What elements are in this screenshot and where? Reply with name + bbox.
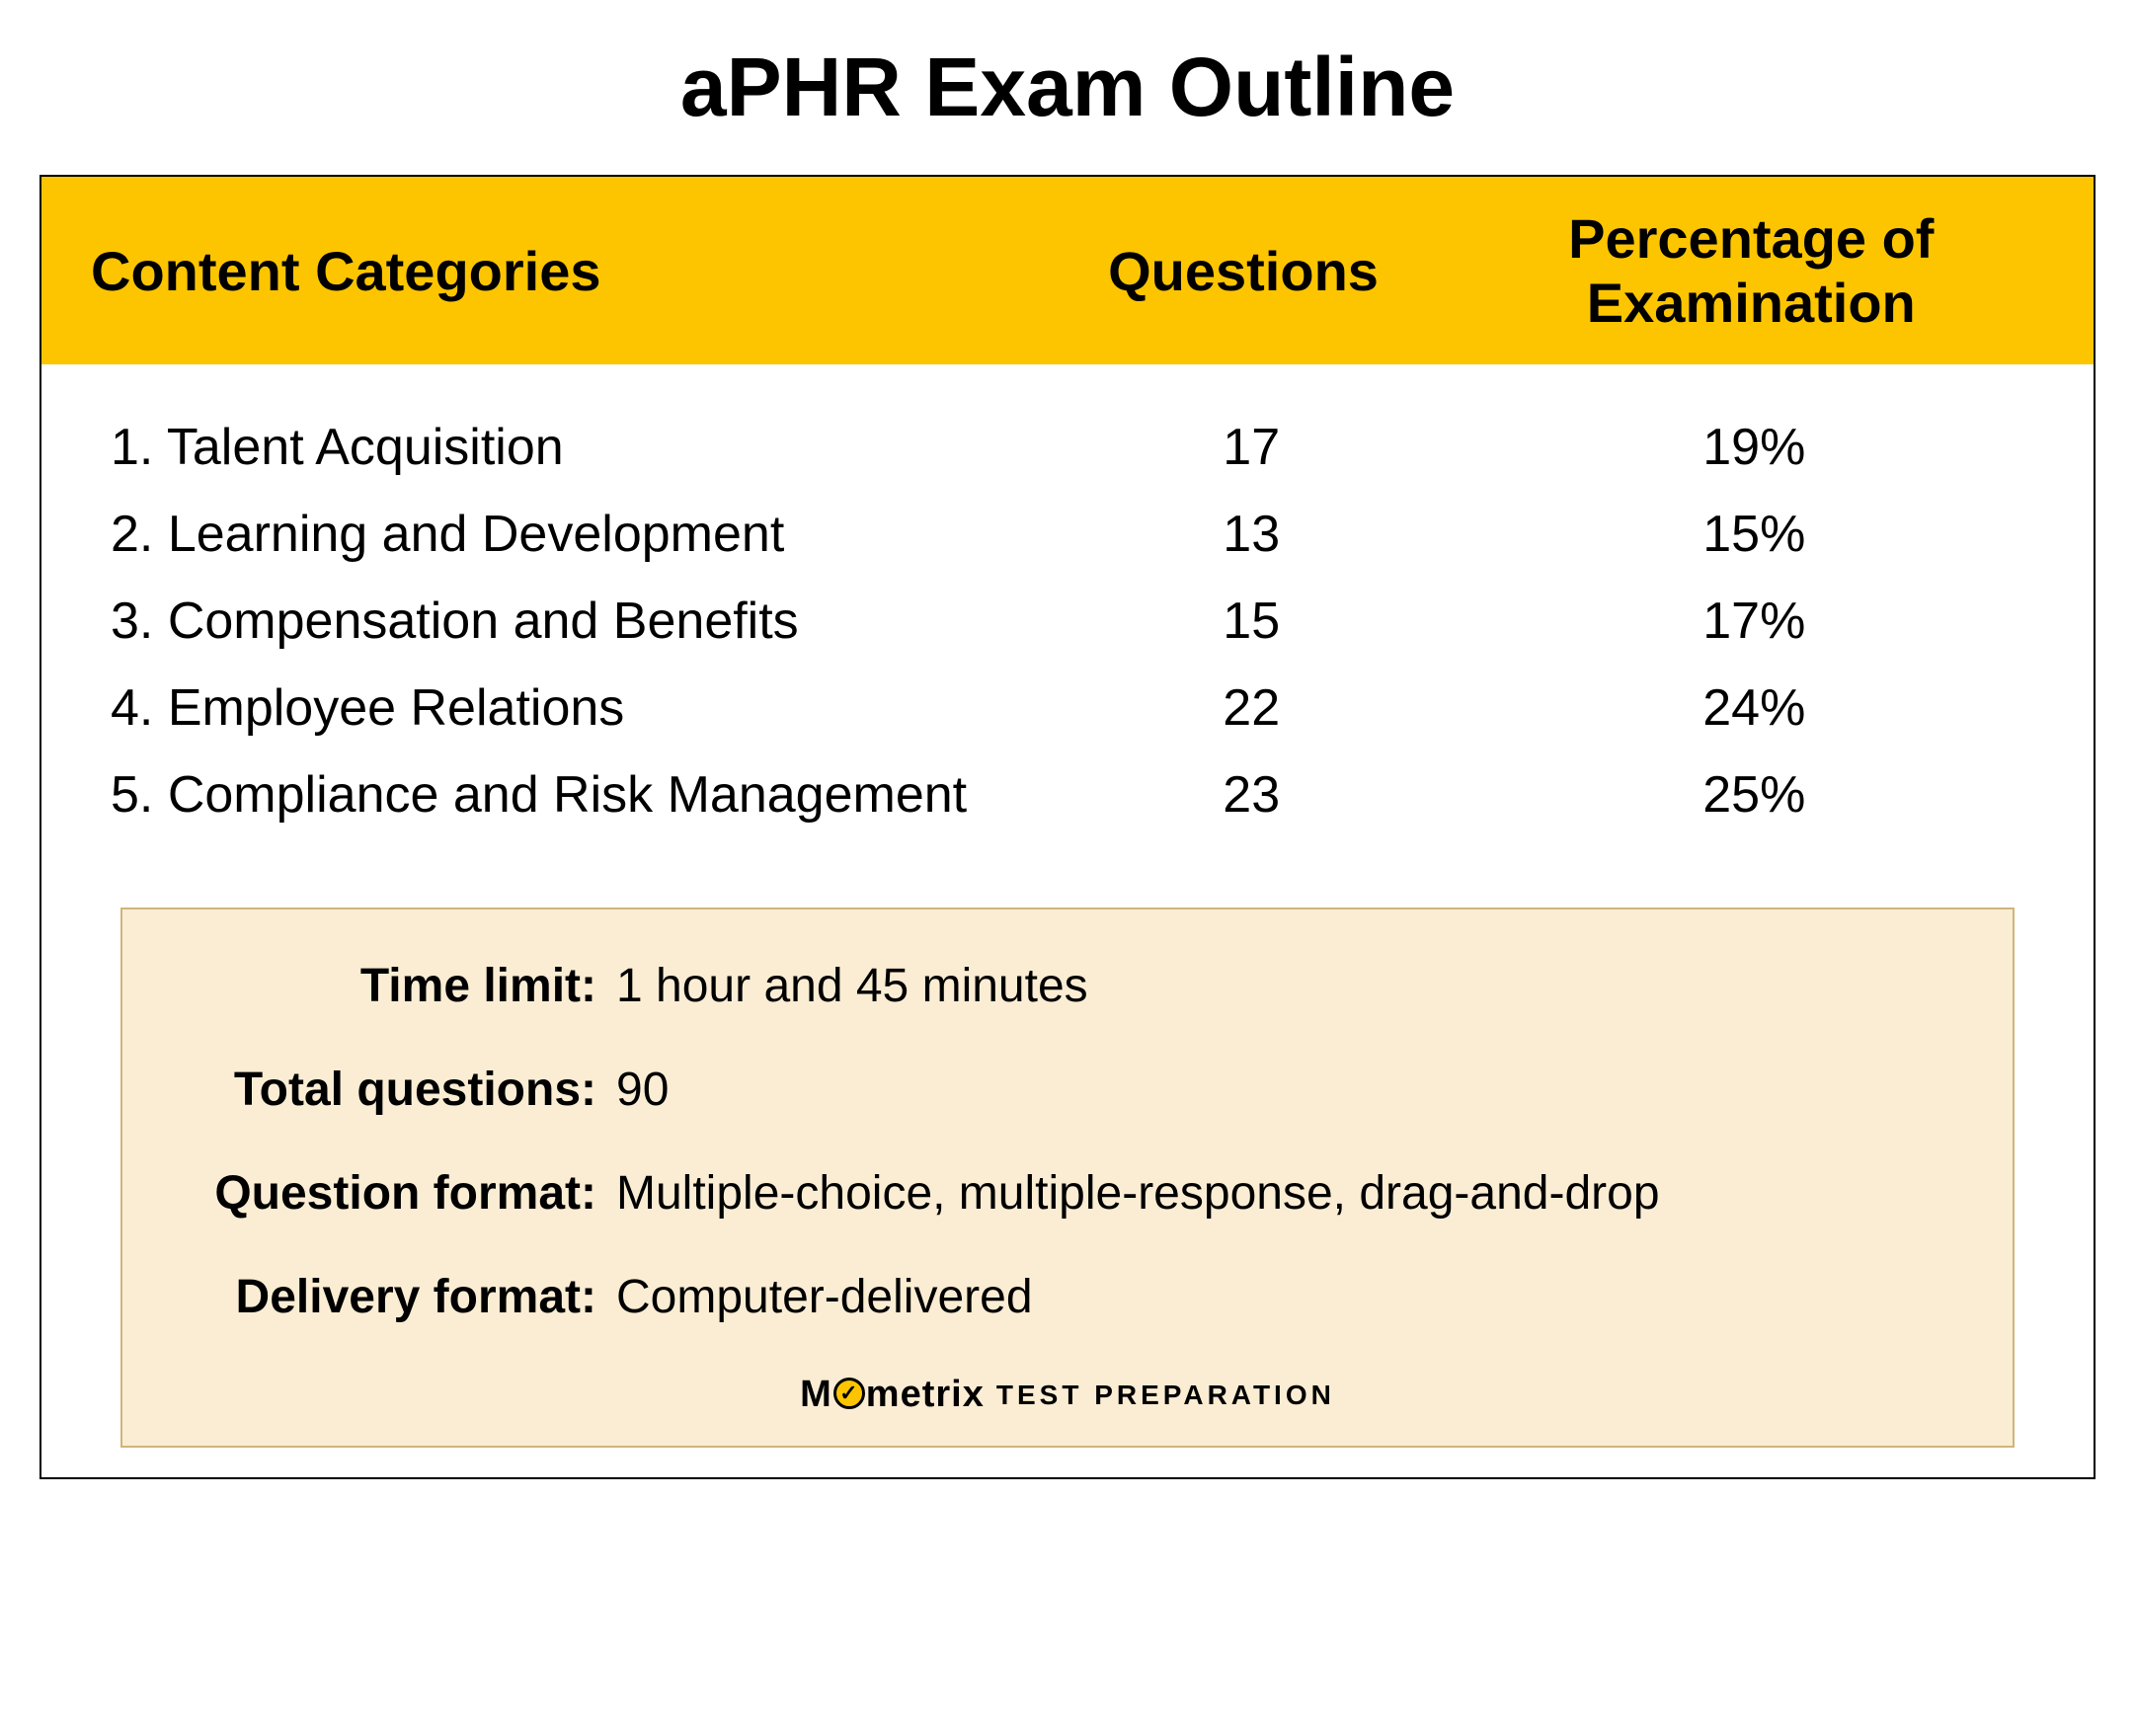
info-row: Time limit: 1 hour and 45 minutes [182, 959, 1953, 1013]
info-value-dformat: Computer-delivered [616, 1270, 1033, 1324]
mometrix-logo: M✓metrix TEST PREPARATION [800, 1374, 1335, 1416]
check-icon: ✓ [833, 1378, 865, 1409]
row-category: Talent Acquisition [167, 419, 564, 476]
info-row: Delivery format: Computer-delivered [182, 1270, 1953, 1324]
questions-cell: 23 [1039, 765, 1464, 825]
logo-tag: TEST PREPARATION [996, 1380, 1335, 1411]
info-label-total: Total questions: [182, 1063, 616, 1117]
logo-brand-prefix: M [800, 1374, 832, 1416]
info-value-qformat: Multiple-choice, multiple-response, drag… [616, 1166, 1660, 1221]
col-header-percentage: Percentage of Examination [1459, 206, 2044, 335]
questions-cell: 13 [1039, 505, 1464, 564]
row-num: 5. [111, 766, 153, 824]
row-category: Compensation and Benefits [168, 592, 799, 650]
questions-cell: 17 [1039, 418, 1464, 477]
table-row: 1. Talent Acquisition 17 19% [111, 404, 2044, 491]
category-cell: 2. Learning and Development [111, 505, 1039, 564]
info-label-time: Time limit: [182, 959, 616, 1013]
info-value-time: 1 hour and 45 minutes [616, 959, 1088, 1013]
info-label-qformat: Question format: [182, 1166, 616, 1221]
page-title: aPHR Exam Outline [40, 39, 2095, 135]
page-container: aPHR Exam Outline Content Categories Que… [40, 39, 2095, 1479]
info-label-dformat: Delivery format: [182, 1270, 616, 1324]
table-row: 2. Learning and Development 13 15% [111, 491, 2044, 578]
exam-info-box: Time limit: 1 hour and 45 minutes Total … [120, 907, 2015, 1448]
row-num: 1. [111, 419, 153, 476]
percentage-cell: 24% [1464, 678, 2044, 738]
col-header-categories: Content Categories [91, 239, 1028, 303]
percentage-cell: 19% [1464, 418, 2044, 477]
exam-outline-table: Content Categories Questions Percentage … [40, 175, 2095, 1479]
info-value-total: 90 [616, 1063, 669, 1117]
row-num: 2. [111, 506, 153, 563]
category-cell: 3. Compensation and Benefits [111, 592, 1039, 651]
info-row: Question format: Multiple-choice, multip… [182, 1166, 1953, 1221]
table-row: 4. Employee Relations 22 24% [111, 665, 2044, 751]
questions-cell: 22 [1039, 678, 1464, 738]
col-header-questions: Questions [1028, 239, 1458, 303]
percentage-cell: 15% [1464, 505, 2044, 564]
info-row: Total questions: 90 [182, 1063, 1953, 1117]
questions-cell: 15 [1039, 592, 1464, 651]
table-row: 5. Compliance and Risk Management 23 25% [111, 751, 2044, 838]
category-cell: 4. Employee Relations [111, 678, 1039, 738]
row-category: Learning and Development [168, 506, 784, 563]
category-cell: 1. Talent Acquisition [111, 418, 1039, 477]
logo-brand-suffix: metrix [866, 1374, 985, 1416]
row-num: 4. [111, 679, 153, 737]
table-body: 1. Talent Acquisition 17 19% 2. Learning… [41, 364, 2094, 868]
row-num: 3. [111, 592, 153, 650]
row-category: Employee Relations [168, 679, 624, 737]
category-cell: 5. Compliance and Risk Management [111, 765, 1039, 825]
table-row: 3. Compensation and Benefits 15 17% [111, 578, 2044, 665]
percentage-cell: 25% [1464, 765, 2044, 825]
table-header: Content Categories Questions Percentage … [41, 177, 2094, 364]
logo-wrapper: M✓metrix TEST PREPARATION [182, 1374, 1953, 1416]
percentage-cell: 17% [1464, 592, 2044, 651]
row-category: Compliance and Risk Management [168, 766, 967, 824]
